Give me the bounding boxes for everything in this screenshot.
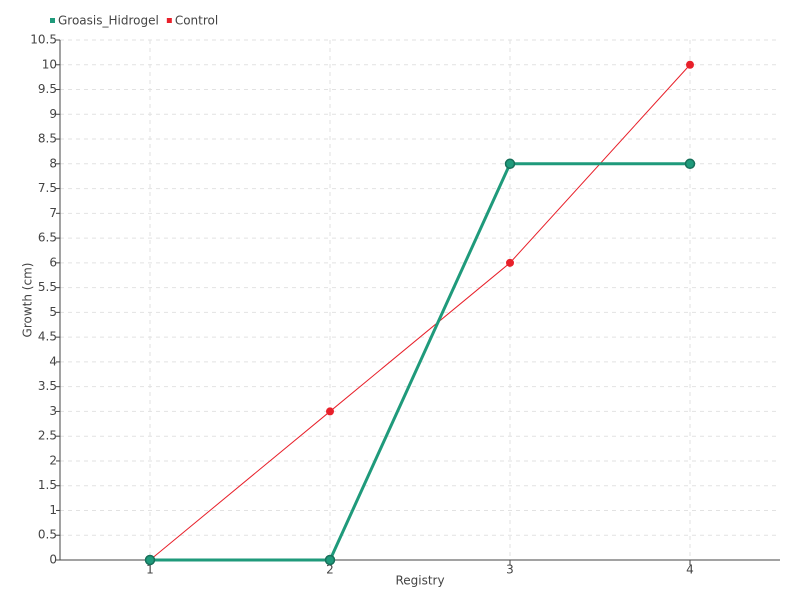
data-point: [686, 60, 694, 69]
y-tick-label: 6.5: [38, 231, 57, 245]
y-tick-label: 10.5: [30, 33, 57, 47]
data-point: [684, 158, 696, 170]
y-tick-label: 3.5: [38, 379, 57, 393]
y-tick-label: 9: [49, 107, 57, 121]
y-tick-label: 8.5: [38, 132, 57, 146]
y-tick-label: 1.5: [38, 478, 57, 492]
x-tick-label: 4: [686, 563, 694, 577]
y-tick-label: 6: [49, 255, 57, 269]
y-tick-label: 0.5: [38, 528, 57, 542]
y-tick-label: 2.5: [38, 429, 57, 443]
y-tick-label: 5.5: [38, 280, 57, 294]
data-point: [326, 407, 334, 416]
data-point: [506, 258, 514, 267]
legend-label: Groasis_Hidrogel: [58, 14, 159, 28]
y-tick-label: 1: [49, 503, 57, 517]
series-line: [150, 162, 690, 562]
y-tick-label: 4: [49, 354, 57, 368]
y-tick-label: 8: [49, 156, 57, 170]
data-point: [504, 158, 516, 170]
legend-item: Groasis_Hidrogel: [50, 14, 159, 28]
x-tick-label: 2: [326, 563, 334, 577]
y-tick-label: 7.5: [38, 181, 57, 195]
y-tick-label: 5: [49, 305, 57, 319]
y-tick-label: 9.5: [38, 82, 57, 96]
y-tick-label: 10: [42, 57, 57, 71]
y-tick-label: 3: [49, 404, 57, 418]
data-point: [144, 554, 156, 566]
x-axis-label: Registry: [395, 574, 444, 588]
y-tick-label: 0: [49, 553, 57, 567]
y-tick-label: 7: [49, 206, 57, 220]
y-axis-label: Growth (cm): [21, 263, 35, 338]
legend-swatch: [50, 18, 55, 23]
x-tick-label: 1: [146, 563, 154, 577]
y-tick-label: 4.5: [38, 330, 57, 344]
data-point: [324, 554, 336, 566]
legend-label: Control: [175, 14, 218, 28]
y-tick-label: 2: [49, 453, 57, 467]
x-tick-label: 3: [506, 563, 514, 577]
legend-item: Control: [166, 14, 218, 28]
legend-swatch: [166, 18, 172, 23]
